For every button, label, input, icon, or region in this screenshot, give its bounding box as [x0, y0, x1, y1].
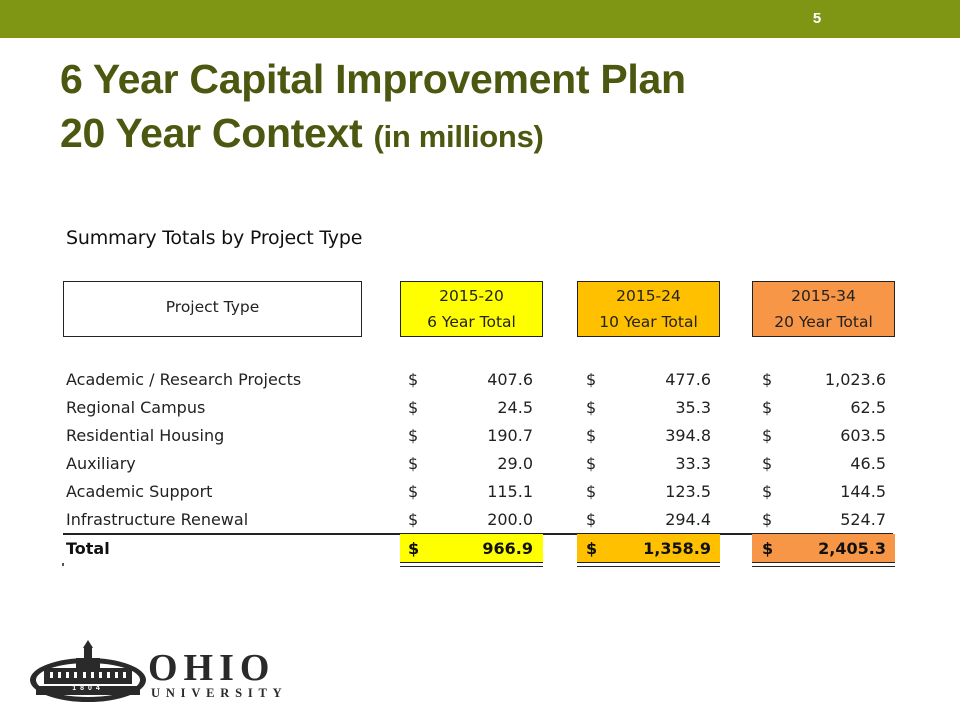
column-label: 10 Year Total: [599, 313, 698, 331]
row-label: Auxiliary: [66, 454, 136, 473]
column-years: 2015-24: [616, 287, 681, 305]
top-bar: [0, 0, 960, 38]
currency-symbol: $: [586, 370, 597, 389]
value-6-year: 24.5: [497, 398, 533, 417]
value-20-year: 144.5: [840, 482, 886, 501]
value-20-year: 62.5: [850, 398, 886, 417]
title-line-2-suffix: (in millions): [373, 119, 544, 154]
value-6-year: 407.6: [487, 370, 533, 389]
slide-title: 6 Year Capital Improvement Plan 20 Year …: [60, 52, 686, 164]
row-label: Infrastructure Renewal: [66, 510, 249, 529]
currency-symbol: $: [762, 454, 773, 473]
value-20-year: 603.5: [840, 426, 886, 445]
double-underline: [577, 562, 720, 567]
double-underline: [400, 562, 543, 567]
value-6-year: 190.7: [487, 426, 533, 445]
value-20-year: 46.5: [850, 454, 886, 473]
row-label: Academic / Research Projects: [66, 370, 302, 389]
currency-symbol: $: [762, 398, 773, 417]
column-label: 20 Year Total: [774, 313, 873, 331]
table-row: Academic / Research Projects $ 407.6 $ 4…: [0, 366, 960, 394]
value-20-year: 1,023.6: [824, 370, 886, 389]
value-6-year: 29.0: [497, 454, 533, 473]
currency-symbol: $: [762, 370, 773, 389]
total-highlight-10-year: [577, 534, 720, 562]
currency-symbol: $: [408, 398, 419, 417]
ohio-university-seal-icon: [30, 640, 146, 702]
currency-symbol: $: [408, 539, 420, 558]
title-line-2-main: 20 Year Context: [60, 110, 363, 156]
column-years: 2015-20: [439, 287, 504, 305]
table-row: Residential Housing $ 190.7 $ 394.8 $ 60…: [0, 422, 960, 450]
column-header-6-year: 2015-20 6 Year Total: [400, 281, 543, 337]
currency-symbol: $: [762, 426, 773, 445]
total-row: Total $ 966.9 $ 1,358.9 $ 2,405.3: [0, 535, 960, 563]
column-label: 6 Year Total: [427, 313, 516, 331]
total-10-year: 1,358.9: [643, 539, 711, 558]
value-6-year: 200.0: [487, 510, 533, 529]
total-rule: [63, 533, 893, 535]
currency-symbol: $: [762, 510, 773, 529]
value-10-year: 394.8: [665, 426, 711, 445]
total-highlight-6-year: [400, 534, 543, 562]
currency-symbol: $: [762, 482, 773, 501]
currency-symbol: $: [408, 370, 419, 389]
table-row: Academic Support $ 115.1 $ 123.5 $ 144.5: [0, 478, 960, 506]
value-10-year: 294.4: [665, 510, 711, 529]
value-10-year: 33.3: [675, 454, 711, 473]
currency-symbol: $: [408, 482, 419, 501]
currency-symbol: $: [586, 539, 598, 558]
logo-subtitle: UNIVERSITY: [151, 686, 288, 700]
value-10-year: 477.6: [665, 370, 711, 389]
total-6-year: 966.9: [482, 539, 533, 558]
currency-symbol: $: [408, 426, 419, 445]
currency-symbol: $: [586, 454, 597, 473]
slide-number: 5: [812, 10, 822, 27]
project-type-header: Project Type: [63, 281, 362, 337]
table-row: Regional Campus $ 24.5 $ 35.3 $ 62.5: [0, 394, 960, 422]
currency-symbol: $: [586, 426, 597, 445]
currency-symbol: $: [408, 454, 419, 473]
project-type-header-label: Project Type: [165, 298, 260, 316]
cell-marker: [62, 563, 64, 566]
table-row: Auxiliary $ 29.0 $ 33.3 $ 46.5: [0, 450, 960, 478]
column-years: 2015-34: [791, 287, 856, 305]
total-highlight-20-year: [752, 534, 895, 562]
currency-symbol: $: [586, 482, 597, 501]
table-heading: Summary Totals by Project Type: [66, 227, 363, 249]
value-10-year: 123.5: [665, 482, 711, 501]
currency-symbol: $: [408, 510, 419, 529]
title-line-2: 20 Year Context (in millions): [60, 106, 686, 164]
value-6-year: 115.1: [487, 482, 533, 501]
column-header-10-year: 2015-24 10 Year Total: [577, 281, 720, 337]
column-header-20-year: 2015-34 20 Year Total: [752, 281, 895, 337]
currency-symbol: $: [586, 510, 597, 529]
row-label: Regional Campus: [66, 398, 206, 417]
row-label: Academic Support: [66, 482, 213, 501]
title-line-1: 6 Year Capital Improvement Plan: [60, 56, 686, 102]
logo-wordmark: OHIO: [148, 647, 276, 689]
table-row: Infrastructure Renewal $ 200.0 $ 294.4 $…: [0, 506, 960, 534]
total-20-year: 2,405.3: [818, 539, 886, 558]
currency-symbol: $: [586, 398, 597, 417]
currency-symbol: $: [762, 539, 774, 558]
value-20-year: 524.7: [840, 510, 886, 529]
seal-year: 1804: [72, 685, 104, 692]
double-underline: [752, 562, 895, 567]
value-10-year: 35.3: [675, 398, 711, 417]
row-label: Residential Housing: [66, 426, 225, 445]
total-label: Total: [66, 539, 110, 558]
